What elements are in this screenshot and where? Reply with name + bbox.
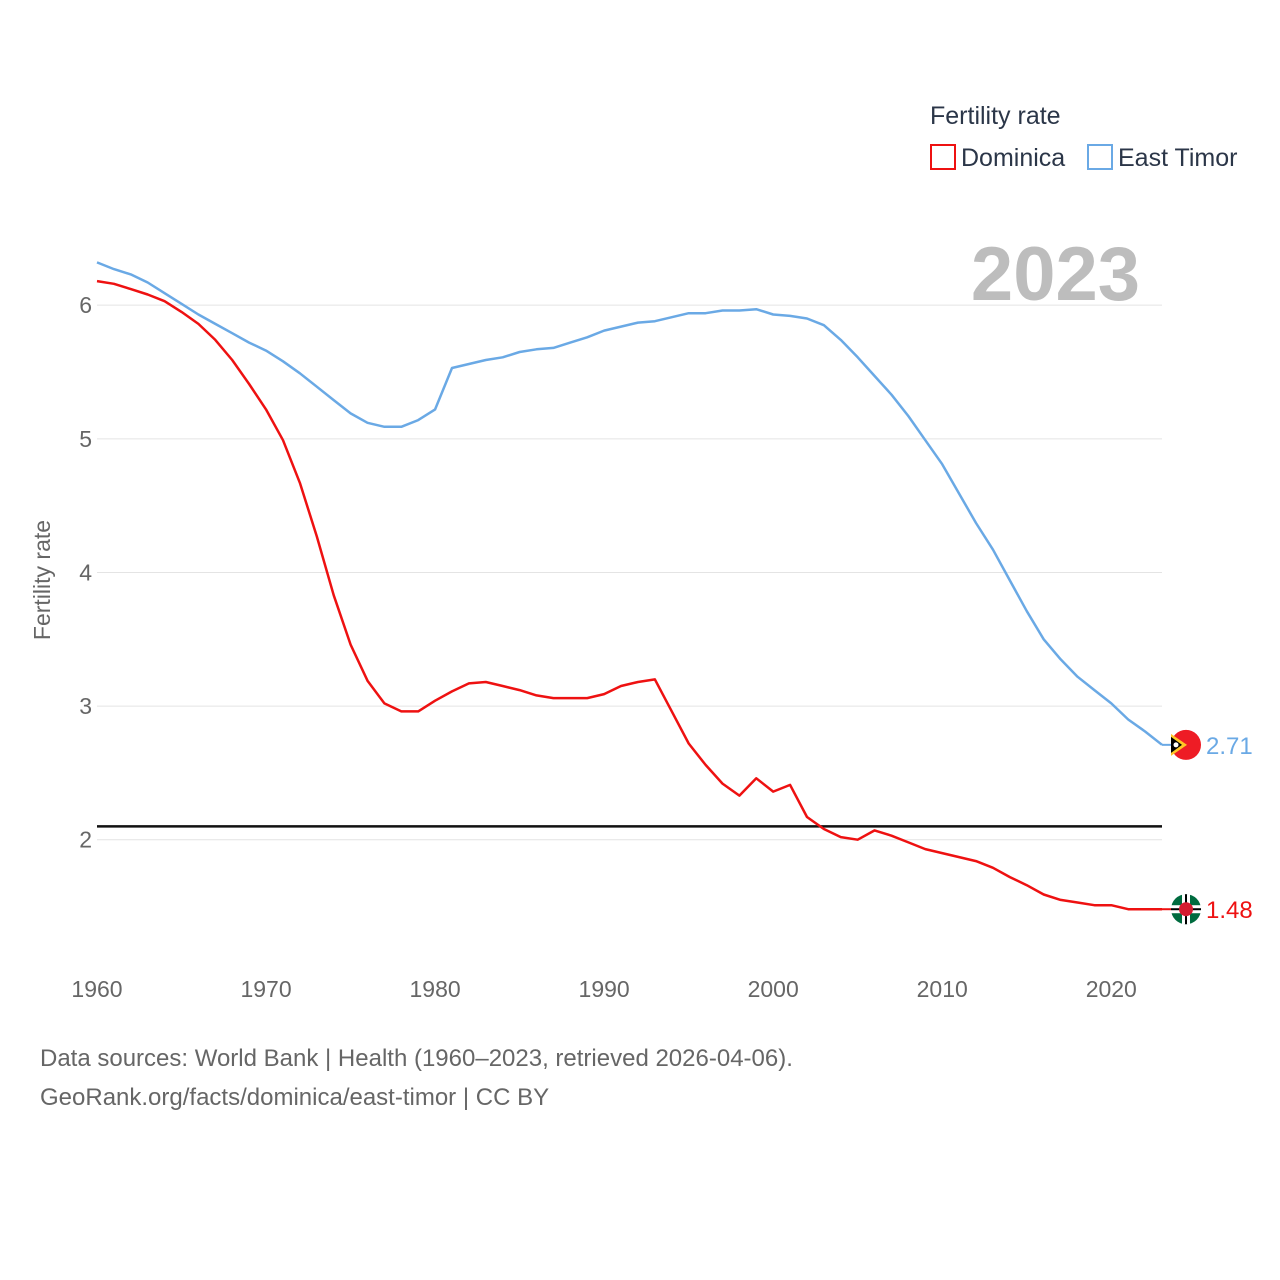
y-tick-label-4: 4 xyxy=(79,559,92,585)
east-timor-flag-star xyxy=(1173,742,1179,748)
x-tick-1970: 1970 xyxy=(240,976,291,1002)
legend-title: Fertility rate xyxy=(930,102,1061,130)
x-tick-2000: 2000 xyxy=(748,976,799,1002)
east-timor-flag-icon xyxy=(1162,729,1201,760)
y-tick-label-5: 5 xyxy=(79,426,92,452)
x-tick-2020: 2020 xyxy=(1086,976,1137,1002)
y-tick-label-6: 6 xyxy=(79,292,92,318)
y-axis-title: Fertility rate xyxy=(29,520,55,640)
x-tick-2010: 2010 xyxy=(917,976,968,1002)
series-line-east-timor[interactable] xyxy=(96,261,1163,746)
x-tick-1980: 1980 xyxy=(410,976,461,1002)
dominica-flag-icon xyxy=(1162,894,1201,925)
series-line-dominica[interactable] xyxy=(96,279,1162,911)
y-tick-label-2: 2 xyxy=(79,827,92,853)
legend-label-dominica: Dominica xyxy=(961,144,1065,172)
legend-item-dominica[interactable]: Dominica xyxy=(930,144,1065,172)
x-tick-1960: 1960 xyxy=(71,976,122,1002)
end-value-east-timor: 2.71 xyxy=(1206,733,1253,760)
credit-line[interactable]: GeoRank.org/facts/dominica/east-timor | … xyxy=(40,1084,550,1111)
legend-label-east-timor: East Timor xyxy=(1118,144,1237,172)
year-label: 2023 xyxy=(971,232,1140,317)
dominica-flag-center xyxy=(1179,902,1193,917)
x-tick-1990: 1990 xyxy=(579,976,630,1002)
end-value-dominica: 1.48 xyxy=(1206,897,1253,924)
y-tick-2: 2 xyxy=(79,827,1162,853)
y-tick-6: 6 xyxy=(79,292,1162,318)
y-tick-3: 3 xyxy=(79,693,1162,719)
y-tick-4: 4 xyxy=(79,559,1162,585)
source-line: Data sources: World Bank | Health (1960–… xyxy=(40,1045,793,1072)
legend-swatch-east-timor xyxy=(1087,144,1113,170)
legend-item-east-timor[interactable]: East Timor xyxy=(1087,144,1237,172)
legend-swatch-dominica xyxy=(930,144,956,170)
y-tick-label-3: 3 xyxy=(79,693,92,719)
y-tick-5: 5 xyxy=(79,426,1162,452)
